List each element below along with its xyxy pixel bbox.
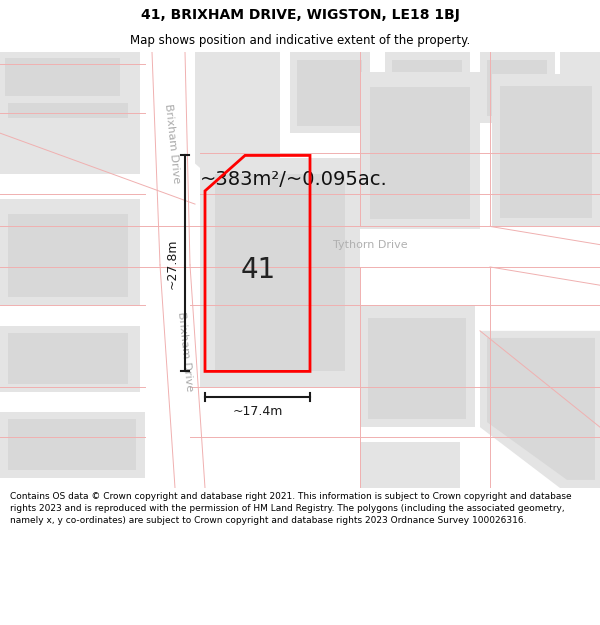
Polygon shape <box>487 338 595 480</box>
Text: Tythorn Drive: Tythorn Drive <box>332 239 407 249</box>
Bar <box>0 326 140 392</box>
Bar <box>200 159 360 387</box>
Bar <box>8 419 136 470</box>
Text: ~27.8m: ~27.8m <box>166 238 179 289</box>
Bar <box>480 52 555 123</box>
Bar <box>370 88 470 219</box>
Bar <box>368 318 466 419</box>
Bar <box>8 333 128 384</box>
Bar <box>8 214 128 298</box>
Polygon shape <box>160 265 205 488</box>
Bar <box>360 442 460 488</box>
Bar <box>5 58 120 96</box>
Polygon shape <box>480 331 600 488</box>
Polygon shape <box>152 52 200 265</box>
Bar <box>0 199 140 306</box>
Text: Contains OS data © Crown copyright and database right 2021. This information is : Contains OS data © Crown copyright and d… <box>10 492 572 525</box>
Bar <box>290 52 370 133</box>
Bar <box>0 118 130 174</box>
Bar <box>560 52 600 128</box>
Bar <box>215 174 345 371</box>
Text: Map shows position and indicative extent of the property.: Map shows position and indicative extent… <box>130 34 470 47</box>
Bar <box>0 412 145 478</box>
Bar <box>0 52 130 102</box>
Text: Brixham Drive: Brixham Drive <box>163 103 181 184</box>
Text: Brixham Drive: Brixham Drive <box>176 311 194 391</box>
Bar <box>500 86 592 218</box>
Bar <box>360 306 475 427</box>
Bar <box>8 69 128 166</box>
Bar <box>487 60 547 116</box>
Text: 41, BRIXHAM DRIVE, WIGSTON, LE18 1BJ: 41, BRIXHAM DRIVE, WIGSTON, LE18 1BJ <box>140 8 460 21</box>
Text: ~17.4m: ~17.4m <box>232 405 283 418</box>
Text: ~383m²/~0.095ac.: ~383m²/~0.095ac. <box>200 170 388 189</box>
Bar <box>385 52 470 128</box>
Bar <box>360 72 480 229</box>
Bar <box>392 60 462 121</box>
Bar <box>0 52 140 174</box>
Text: 41: 41 <box>241 256 275 284</box>
Bar <box>297 60 362 126</box>
Polygon shape <box>0 226 600 267</box>
Bar <box>492 74 600 226</box>
Polygon shape <box>195 52 280 194</box>
